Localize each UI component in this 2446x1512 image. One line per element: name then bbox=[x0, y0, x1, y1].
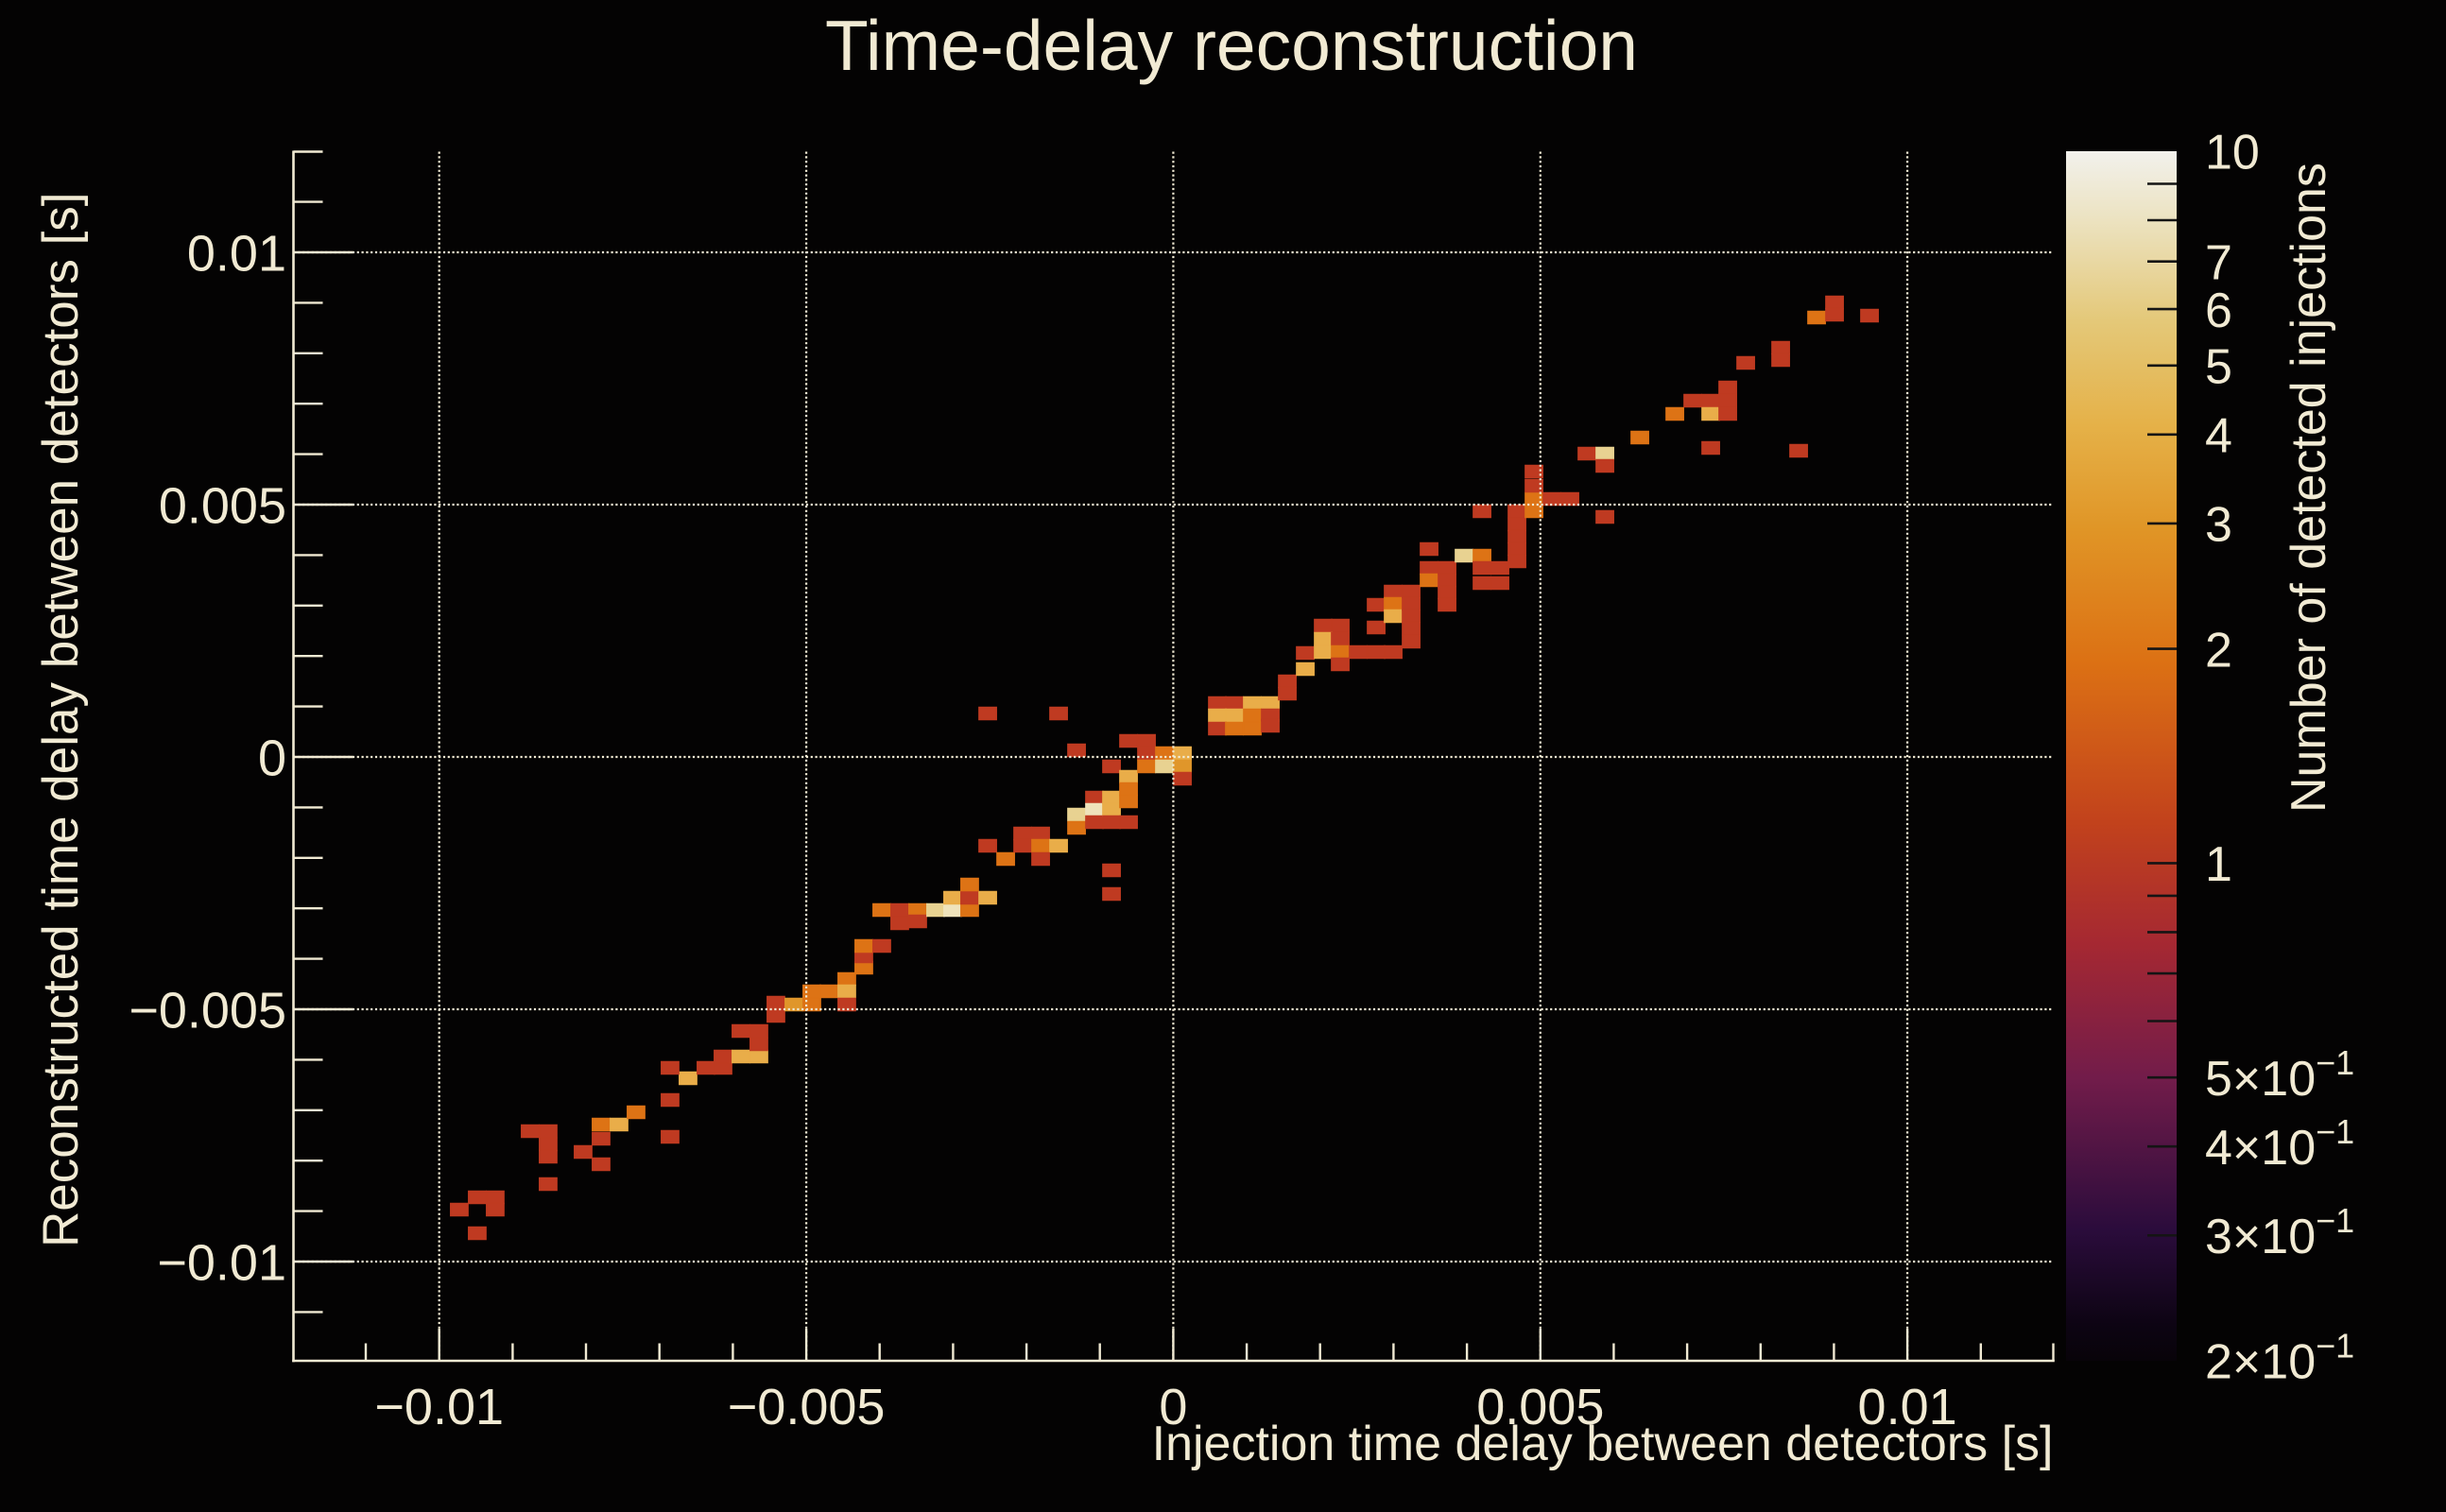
svg-text:0.01: 0.01 bbox=[187, 225, 286, 282]
svg-text:Reconstructed time delay betwe: Reconstructed time delay between detecto… bbox=[33, 192, 89, 1247]
svg-text:Time-delay reconstruction: Time-delay reconstruction bbox=[825, 6, 1638, 85]
svg-text:6: 6 bbox=[2205, 284, 2232, 338]
svg-text:3: 3 bbox=[2205, 498, 2232, 553]
svg-text:1: 1 bbox=[2205, 837, 2232, 892]
svg-text:−0.01: −0.01 bbox=[374, 1379, 504, 1435]
svg-text:0: 0 bbox=[1159, 1379, 1187, 1435]
svg-text:0.01: 0.01 bbox=[1858, 1379, 1957, 1435]
svg-text:0: 0 bbox=[258, 730, 286, 786]
svg-text:0.005: 0.005 bbox=[159, 477, 286, 534]
svg-text:0.005: 0.005 bbox=[1476, 1379, 1604, 1435]
svg-text:−0.005: −0.005 bbox=[129, 982, 286, 1039]
svg-text:5: 5 bbox=[2205, 340, 2232, 395]
svg-text:7: 7 bbox=[2205, 235, 2232, 290]
svg-text:2×10−1: 2×10−1 bbox=[2205, 1327, 2354, 1390]
svg-text:−0.01: −0.01 bbox=[157, 1234, 286, 1291]
svg-text:Number of detected injections: Number of detected injections bbox=[2282, 163, 2336, 813]
svg-text:−0.005: −0.005 bbox=[728, 1379, 886, 1435]
svg-text:Injection time delay between d: Injection time delay between detectors [… bbox=[1152, 1417, 2054, 1471]
svg-text:4: 4 bbox=[2205, 409, 2232, 464]
svg-text:10: 10 bbox=[2205, 126, 2260, 180]
svg-text:2: 2 bbox=[2205, 623, 2232, 678]
